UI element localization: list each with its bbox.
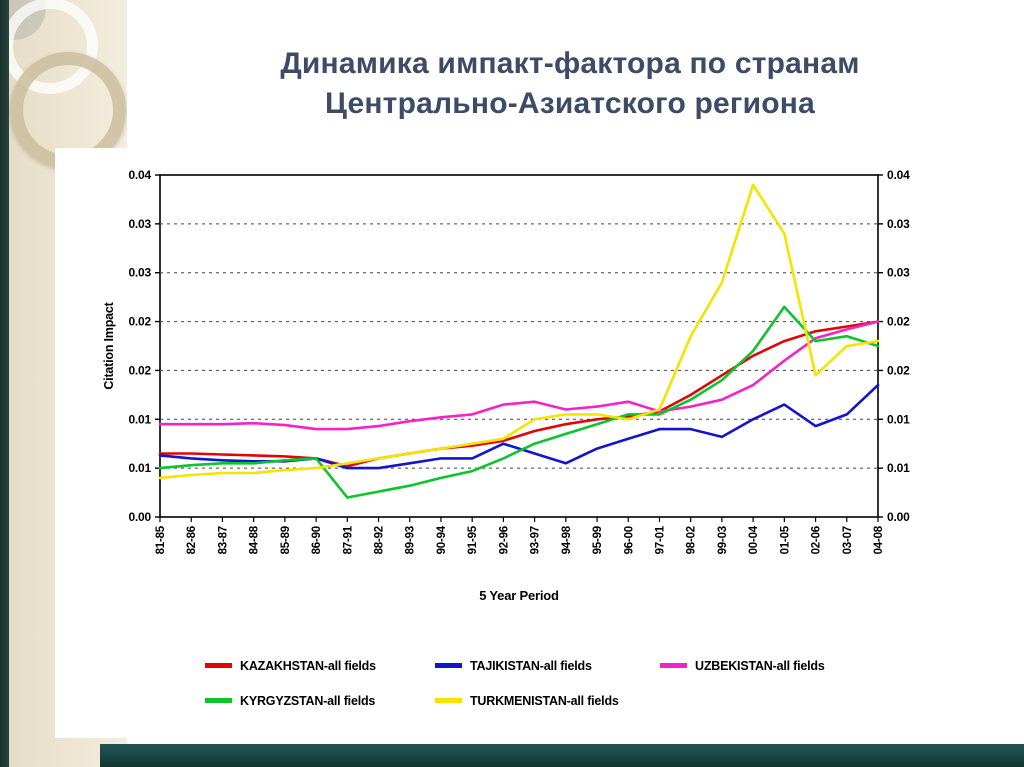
y-axis-tick-label: 0.03 — [128, 266, 151, 280]
y-axis-tick-label-right: 0.03 — [887, 217, 910, 231]
x-axis-tick-label: 99-03 — [717, 526, 729, 554]
y-axis-tick-label-right: 0.03 — [887, 266, 910, 280]
x-axis-title: 5 Year Period — [479, 588, 559, 603]
decorative-bottom-bar — [100, 744, 1024, 767]
x-axis-tick-label: 87-91 — [342, 525, 354, 554]
x-axis-tick-label: 86-90 — [311, 526, 323, 554]
y-axis-title: Citation Impact — [102, 301, 116, 389]
y-axis-tick-label: 0.02 — [128, 363, 151, 377]
x-axis-tick-label: 89-93 — [405, 526, 417, 554]
x-axis-tick-label: 83-87 — [217, 526, 229, 554]
legend-item-uzbekistan-all-fields: UZBEKISTAN-all fields — [660, 659, 825, 673]
x-axis-tick-label: 01-05 — [779, 525, 791, 554]
x-axis-tick-label: 95-99 — [592, 526, 604, 554]
y-axis-tick-label: 0.00 — [128, 510, 151, 524]
x-axis-tick-label: 94-98 — [561, 525, 573, 554]
x-axis-tick-label: 02-06 — [811, 526, 823, 554]
legend-swatch-uzbekistan-all-fields — [660, 663, 687, 668]
x-axis-tick-label: 98-02 — [686, 526, 698, 554]
y-axis-tick-label-right: 0.00 — [887, 510, 910, 524]
y-axis-tick-label: 0.02 — [128, 315, 151, 329]
x-axis-tick-label: 81-85 — [155, 525, 167, 554]
legend-item-kyrgyzstan-all-fields: KYRGYZSTAN-all fields — [205, 694, 376, 708]
y-axis-tick-label-right: 0.01 — [887, 412, 910, 426]
y-axis-tick-label: 0.01 — [128, 461, 151, 475]
series-line-turkmenistan-all-fields — [158, 183, 880, 480]
y-axis-tick-label: 0.04 — [128, 168, 151, 182]
y-axis-tick-label-right: 0.01 — [887, 461, 910, 475]
chart-canvas: 0.00 0.00 0.01 0.01 0.01 0.01 0.02 0.02 0.02 0.02… — [102, 168, 910, 708]
x-axis-tick-label: 91-95 — [467, 525, 479, 554]
legend-label: TURKMENISTAN-all fields — [470, 694, 619, 708]
y-axis-tick-label-right: 0.04 — [887, 168, 910, 182]
citation-impact-chart: 0.00 0.00 0.01 0.01 0.01 0.01 0.02 0.02 0.02 0.02… — [55, 148, 931, 738]
legend-label: KAZAKHSTAN-all fields — [240, 659, 376, 673]
legend-swatch-kyrgyzstan-all-fields — [205, 698, 232, 703]
legend-label: UZBEKISTAN-all fields — [695, 659, 825, 673]
x-axis-tick-label: 03-07 — [842, 526, 854, 554]
legend-item-tajikistan-all-fields: TAJIKISTAN-all fields — [435, 659, 592, 673]
decorative-left-strip — [0, 0, 9, 767]
legend-label: KYRGYZSTAN-all fields — [240, 694, 375, 708]
legend-label: TAJIKISTAN-all fields — [470, 659, 592, 673]
x-axis-tick-label: 88-92 — [374, 526, 386, 554]
x-axis-tick-label: 04-08 — [873, 525, 885, 554]
x-axis-tick-label: 96-00 — [623, 526, 635, 554]
x-axis-tick-label: 97-01 — [654, 525, 666, 554]
x-axis-tick-label: 90-94 — [436, 525, 448, 554]
legend-item-kazakhstan-all-fields: KAZAKHSTAN-all fields — [205, 659, 376, 673]
slide-title: Динамика импакт-фактора по странам Центр… — [128, 44, 1012, 123]
series-line-kazakhstan-all-fields — [158, 320, 880, 468]
x-axis-tick-label: 00-04 — [748, 525, 760, 554]
y-axis-tick-label-right: 0.02 — [887, 315, 910, 329]
x-axis-tick-label: 92-96 — [498, 526, 510, 554]
legend-swatch-turkmenistan-all-fields — [435, 698, 462, 703]
x-axis-tick-label: 93-97 — [530, 526, 542, 554]
slide-title-line1: Динамика импакт-фактора по странам — [280, 47, 860, 80]
x-axis-tick-label: 82-86 — [186, 526, 198, 554]
y-axis-tick-label: 0.03 — [128, 217, 151, 231]
series-line-kyrgyzstan-all-fields — [158, 305, 880, 499]
slide-title-line2: Центрально-Азиатского региона — [325, 86, 815, 120]
plot-area — [159, 174, 879, 518]
x-axis-tick-label: 85-89 — [280, 526, 292, 554]
series-line-uzbekistan-all-fields — [158, 320, 880, 431]
legend-swatch-tajikistan-all-fields — [435, 663, 462, 668]
y-axis-tick-label-right: 0.02 — [887, 363, 910, 377]
y-axis-tick-label: 0.01 — [128, 412, 151, 426]
x-axis-tick-label: 84-88 — [249, 525, 261, 554]
legend-item-turkmenistan-all-fields: TURKMENISTAN-all fields — [435, 694, 619, 708]
legend-swatch-kazakhstan-all-fields — [205, 663, 232, 668]
